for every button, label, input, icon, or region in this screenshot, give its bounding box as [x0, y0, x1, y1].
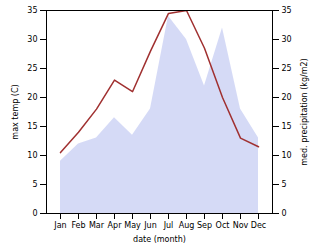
- svg-text:10: 10: [282, 151, 292, 160]
- svg-text:25: 25: [282, 64, 292, 73]
- svg-text:5: 5: [32, 180, 37, 189]
- svg-text:0: 0: [282, 209, 287, 218]
- svg-text:25: 25: [27, 64, 37, 73]
- svg-text:Dec: Dec: [251, 221, 266, 230]
- svg-text:10: 10: [27, 151, 37, 160]
- svg-text:35: 35: [27, 6, 37, 15]
- svg-text:date (month): date (month): [133, 235, 186, 244]
- svg-text:med. precipitation (kg/m2): med. precipitation (kg/m2): [300, 58, 309, 165]
- svg-text:Feb: Feb: [71, 221, 85, 230]
- svg-text:Nov: Nov: [233, 221, 249, 230]
- svg-text:max temp (C): max temp (C): [11, 84, 20, 139]
- svg-text:30: 30: [282, 35, 292, 44]
- svg-text:Apr: Apr: [108, 221, 123, 230]
- svg-text:Jan: Jan: [53, 221, 66, 230]
- svg-text:Jul: Jul: [163, 221, 174, 230]
- svg-text:20: 20: [282, 93, 292, 102]
- svg-text:15: 15: [282, 122, 292, 131]
- svg-text:0: 0: [32, 209, 37, 218]
- svg-text:Aug: Aug: [179, 221, 195, 230]
- svg-text:35: 35: [282, 6, 292, 15]
- svg-text:Oct: Oct: [216, 221, 230, 230]
- svg-text:Jun: Jun: [143, 221, 157, 230]
- svg-text:30: 30: [27, 35, 37, 44]
- svg-text:5: 5: [282, 180, 287, 189]
- svg-text:Sep: Sep: [197, 221, 212, 230]
- svg-text:20: 20: [27, 93, 37, 102]
- svg-text:May: May: [124, 221, 141, 230]
- svg-text:Mar: Mar: [89, 221, 105, 230]
- svg-text:15: 15: [27, 122, 37, 131]
